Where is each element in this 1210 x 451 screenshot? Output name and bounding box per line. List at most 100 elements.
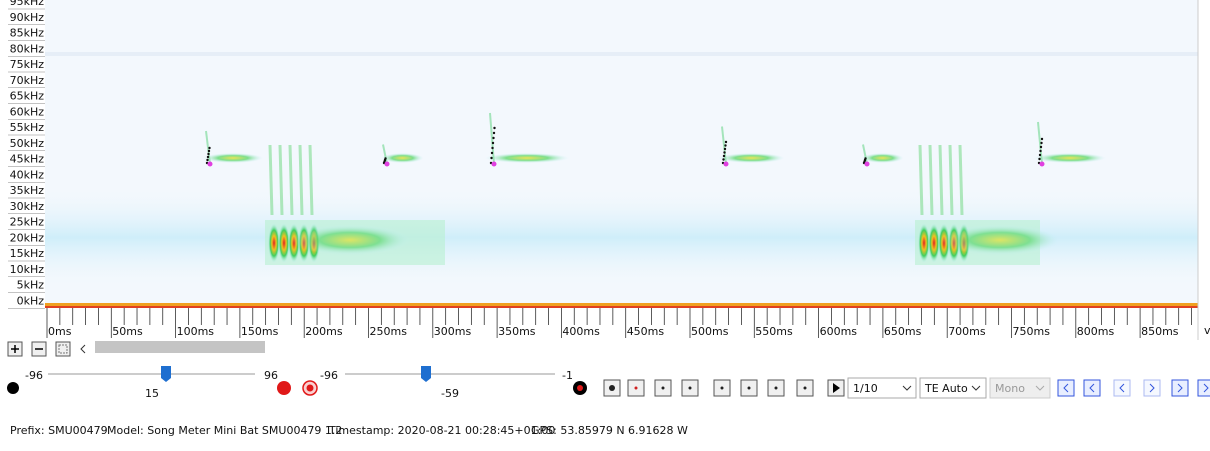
call-end bbox=[492, 162, 497, 167]
call-point bbox=[723, 155, 725, 157]
nav-button[interactable] bbox=[1172, 380, 1188, 396]
frequency-label: 15kHz bbox=[10, 247, 45, 260]
call-point bbox=[724, 144, 726, 146]
call-point bbox=[864, 157, 866, 159]
call-point bbox=[723, 151, 725, 153]
gain-value: 15 bbox=[145, 387, 159, 400]
threshold-min: -96 bbox=[320, 369, 338, 382]
time-label: 200ms bbox=[305, 325, 343, 338]
gain-min: -96 bbox=[25, 369, 43, 382]
record-icon[interactable] bbox=[277, 381, 291, 395]
page: 95kHz90kHz85kHz80kHz75kHz70kHz65kHz60kHz… bbox=[0, 0, 1210, 447]
frequency-label: 35kHz bbox=[10, 184, 45, 197]
call-point bbox=[207, 156, 209, 158]
call-tail bbox=[719, 153, 785, 163]
call-tail bbox=[862, 153, 904, 163]
nav-button[interactable] bbox=[1114, 380, 1130, 396]
gain-min-icon bbox=[7, 382, 19, 394]
frequency-label: 95kHz bbox=[10, 0, 45, 8]
threshold-max-dot bbox=[577, 385, 583, 391]
tool-icon bbox=[635, 387, 638, 390]
speed-value: 1/10 bbox=[853, 382, 878, 395]
threshold-value: -59 bbox=[441, 387, 459, 400]
time-label: 650ms bbox=[884, 325, 922, 338]
tool-icon bbox=[721, 387, 724, 390]
frequency-label: 25kHz bbox=[10, 216, 45, 229]
time-label: 50ms bbox=[112, 325, 143, 338]
tool-icon bbox=[662, 387, 665, 390]
time-label: 400ms bbox=[562, 325, 600, 338]
call-point bbox=[493, 127, 495, 129]
social-call-tail bbox=[290, 225, 410, 255]
time-label: 250ms bbox=[370, 325, 408, 338]
call-point bbox=[491, 152, 493, 154]
frequency-label: 55kHz bbox=[10, 121, 45, 134]
time-label: 150ms bbox=[241, 325, 279, 338]
call-tail bbox=[485, 153, 569, 163]
frequency-label: 60kHz bbox=[10, 105, 45, 118]
tool-icon bbox=[748, 387, 751, 390]
baseline-edge bbox=[45, 306, 1198, 308]
social-call-harmonic bbox=[940, 145, 942, 215]
call-point bbox=[208, 150, 210, 152]
call-tail bbox=[203, 153, 263, 163]
frequency-axis: 95kHz90kHz85kHz80kHz75kHz70kHz65kHz60kHz… bbox=[8, 0, 45, 308]
app-window: 95kHz90kHz85kHz80kHz75kHz70kHz65kHz60kHz… bbox=[0, 0, 1210, 447]
nav-button[interactable] bbox=[1084, 380, 1100, 396]
frequency-label: 90kHz bbox=[10, 11, 45, 24]
time-label: 0ms bbox=[48, 325, 72, 338]
frequency-label: 70kHz bbox=[10, 74, 45, 87]
time-label: 700ms bbox=[948, 325, 986, 338]
time-label: 550ms bbox=[755, 325, 793, 338]
zoom-fit-button[interactable] bbox=[56, 342, 70, 356]
call-point bbox=[490, 157, 492, 159]
time-label: 750ms bbox=[1013, 325, 1051, 338]
call-end bbox=[865, 162, 870, 167]
threshold-slider-thumb[interactable] bbox=[421, 366, 431, 382]
social-call-harmonic bbox=[920, 145, 922, 215]
spectrogram bbox=[45, 0, 1198, 308]
toolbar bbox=[604, 380, 813, 396]
call-point bbox=[492, 137, 494, 139]
frequency-label: 20kHz bbox=[10, 231, 45, 244]
frequency-label: 45kHz bbox=[10, 153, 45, 166]
threshold-max: -1 bbox=[562, 369, 573, 382]
time-label: 350ms bbox=[498, 325, 536, 338]
time-label: 850ms bbox=[1141, 325, 1179, 338]
call-tail bbox=[382, 153, 424, 163]
social-call-harmonic bbox=[310, 145, 312, 215]
scroll-down-arrow[interactable]: v bbox=[1204, 324, 1210, 337]
call-end bbox=[385, 162, 390, 167]
social-call-harmonic bbox=[300, 145, 302, 215]
gain-slider-thumb[interactable] bbox=[161, 366, 171, 382]
call-point bbox=[724, 148, 726, 150]
navigation-buttons bbox=[1058, 380, 1210, 396]
call-point bbox=[207, 153, 209, 155]
social-call-harmonic bbox=[930, 145, 932, 215]
call-point bbox=[722, 158, 724, 160]
frequency-label: 5kHz bbox=[17, 279, 45, 292]
nav-button[interactable] bbox=[1144, 380, 1160, 396]
call-end bbox=[1040, 162, 1045, 167]
status-model: Model: Song Meter Mini Bat SMU00479 1.2 bbox=[107, 424, 342, 437]
frequency-label: 0kHz bbox=[17, 294, 45, 307]
tool-icon bbox=[609, 385, 615, 391]
status-timestamp: Timestamp: 2020-08-21 00:28:45+01:00 bbox=[328, 424, 555, 437]
call-point bbox=[491, 147, 493, 149]
call-point bbox=[1039, 150, 1041, 152]
frequency-label: 30kHz bbox=[10, 200, 45, 213]
call-point bbox=[384, 157, 386, 159]
scroll-left[interactable] bbox=[81, 345, 85, 353]
call-point bbox=[1038, 158, 1040, 160]
social-call-harmonic bbox=[280, 145, 282, 215]
nav-button[interactable] bbox=[1058, 380, 1074, 396]
tool-icon bbox=[775, 387, 778, 390]
social-call-tail bbox=[940, 225, 1060, 255]
scrollbar-thumb[interactable] bbox=[95, 341, 265, 353]
social-call-harmonic bbox=[950, 145, 952, 215]
gain-max: 96 bbox=[264, 369, 278, 382]
frequency-label: 65kHz bbox=[10, 90, 45, 103]
social-call-harmonic bbox=[270, 145, 272, 215]
social-call-harmonic bbox=[960, 145, 962, 215]
